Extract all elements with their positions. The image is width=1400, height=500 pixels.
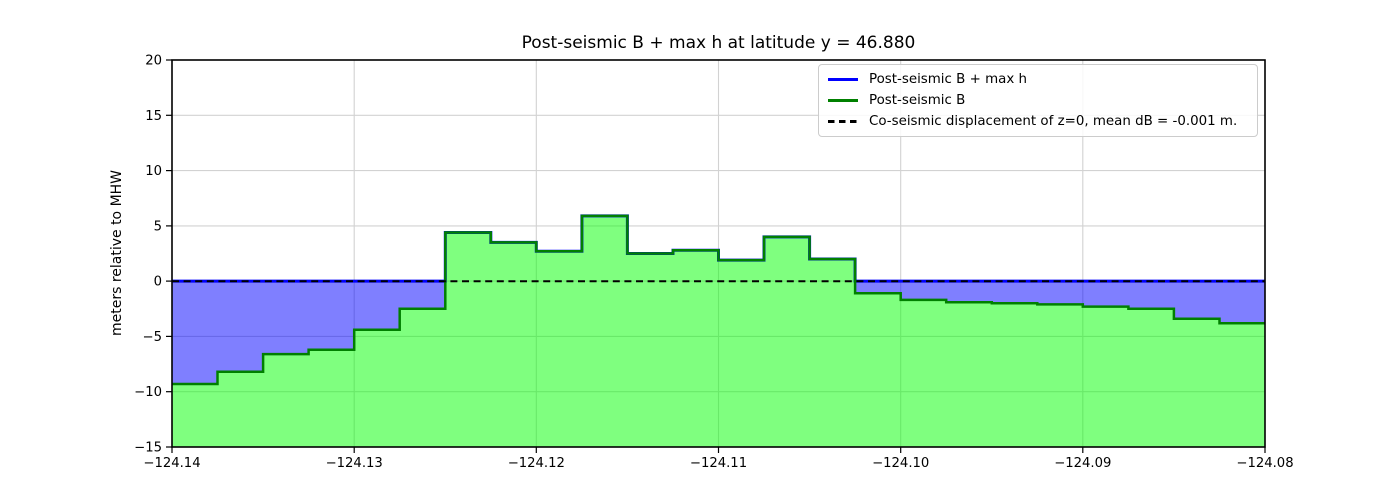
svg-text:20: 20 [145,54,162,69]
y-axis-ticks [166,59,172,448]
svg-text:10: 10 [145,164,162,179]
legend-label: Co-seismic displacement of z=0, mean dB … [869,113,1238,129]
y-axis-label: meters relative to MHW [109,169,125,337]
svg-text:5: 5 [154,219,162,234]
svg-text:−124.10: −124.10 [872,456,929,471]
svg-text:−124.13: −124.13 [326,456,383,471]
svg-text:−124.08: −124.08 [1236,456,1293,471]
y-axis-tick-labels: −15 −10 −5 0 5 10 15 20 [134,54,162,456]
legend-item-post-seismic-b-max-h: Post-seismic B + max h [828,70,1248,88]
legend-item-post-seismic-b: Post-seismic B [828,91,1248,109]
svg-text:−10: −10 [134,385,162,400]
legend-label: Post-seismic B + max h [869,71,1027,87]
x-axis-tick-labels: −124.14 −124.13 −124.12 −124.11 −124.10 −124.… [143,456,1293,471]
post-seismic-b-line [172,214,1265,386]
svg-text:−5: −5 [143,330,162,345]
x-axis-ticks [171,447,1266,453]
svg-text:0: 0 [154,275,162,290]
legend-item-co-seismic-displacement: Co-seismic displacement of z=0, mean dB … [828,112,1248,130]
post-seismic-b-fill [172,215,1265,447]
legend-label: Post-seismic B [869,92,966,108]
svg-text:−124.12: −124.12 [508,456,565,471]
legend: Post-seismic B + max h Post-seismic B Co… [818,64,1258,137]
svg-text:−124.14: −124.14 [143,456,200,471]
svg-text:−124.09: −124.09 [1054,456,1111,471]
svg-text:15: 15 [145,109,162,124]
svg-text:−15: −15 [134,441,162,456]
svg-text:−124.11: −124.11 [690,456,747,471]
chart-title: Post-seismic B + max h at latitude y = 4… [521,33,916,53]
